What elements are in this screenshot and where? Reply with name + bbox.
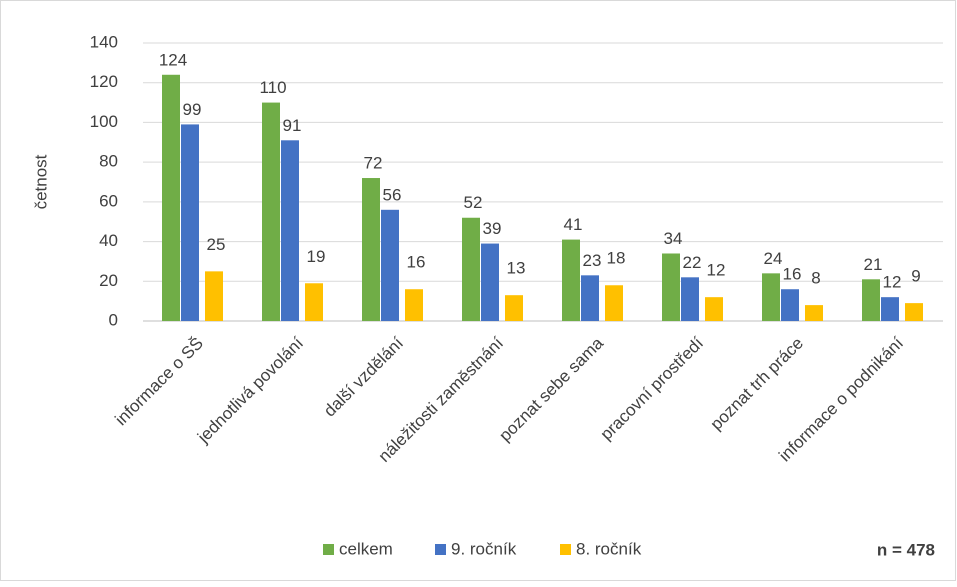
data-label: 23 <box>583 251 602 270</box>
data-label: 21 <box>864 255 883 274</box>
bar <box>281 140 299 321</box>
y-tick-label: 140 <box>90 32 118 51</box>
legend-label: 8. ročník <box>576 539 642 558</box>
bar <box>781 289 799 321</box>
legend-swatch <box>435 544 446 555</box>
data-label: 99 <box>183 100 202 119</box>
bar <box>762 273 780 321</box>
data-label: 39 <box>483 219 502 238</box>
bar <box>205 271 223 321</box>
legend-swatch <box>560 544 571 555</box>
data-label: 34 <box>664 229 683 248</box>
data-label: 24 <box>764 249 783 268</box>
y-tick-label: 40 <box>99 231 118 250</box>
data-label: 9 <box>911 267 920 286</box>
y-tick-label: 60 <box>99 191 118 210</box>
data-label: 52 <box>464 193 483 212</box>
bar <box>662 253 680 321</box>
bar <box>881 297 899 321</box>
data-label: 12 <box>707 261 726 280</box>
data-label: 16 <box>407 253 426 272</box>
bar <box>805 305 823 321</box>
data-label: 13 <box>507 259 526 278</box>
bar <box>305 283 323 321</box>
data-label: 18 <box>607 249 626 268</box>
data-label: 16 <box>783 265 802 284</box>
bar <box>381 209 399 321</box>
y-tick-label: 0 <box>109 310 118 329</box>
data-label: 110 <box>259 78 286 97</box>
data-label: 25 <box>207 235 226 254</box>
bar <box>505 295 523 321</box>
data-label: 22 <box>683 253 702 272</box>
bar <box>405 289 423 321</box>
legend-label: 9. ročník <box>451 539 517 558</box>
bar <box>481 243 499 321</box>
legend-swatch <box>323 544 334 555</box>
bar <box>162 74 180 322</box>
bar <box>605 285 623 321</box>
data-label: 72 <box>364 154 383 173</box>
bar <box>462 217 480 321</box>
bar <box>362 178 380 321</box>
bar <box>681 277 699 321</box>
data-label: 19 <box>307 247 326 266</box>
data-label: 91 <box>283 116 302 135</box>
bar <box>705 297 723 321</box>
data-label: 41 <box>564 215 583 234</box>
y-tick-label: 80 <box>99 152 118 171</box>
data-label: 8 <box>811 269 820 288</box>
bar <box>562 239 580 321</box>
bar <box>862 279 880 321</box>
bar <box>262 102 280 321</box>
data-label: 12 <box>883 273 902 292</box>
bar <box>181 124 199 322</box>
y-tick-label: 100 <box>90 112 118 131</box>
y-axis-title: četnost <box>31 154 50 209</box>
bar <box>905 303 923 321</box>
annotation: n = 478 <box>877 540 935 559</box>
y-tick-label: 20 <box>99 271 118 290</box>
data-label: 56 <box>383 185 402 204</box>
data-label: 124 <box>159 50 187 69</box>
y-tick-label: 120 <box>90 72 118 91</box>
bar <box>581 275 599 321</box>
legend-label: celkem <box>339 539 393 558</box>
